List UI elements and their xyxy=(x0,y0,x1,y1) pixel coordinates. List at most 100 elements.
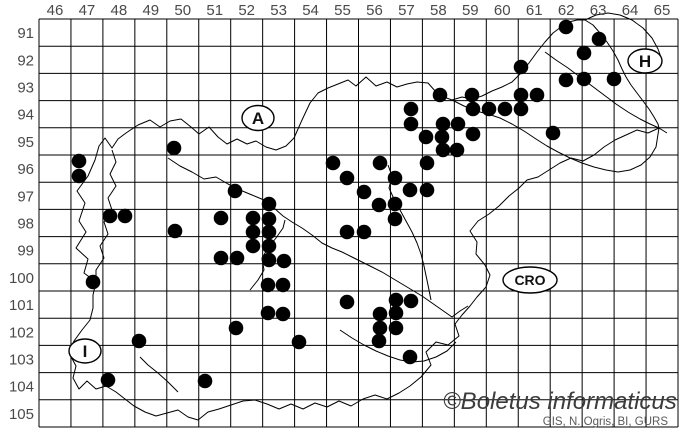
row-label: 104 xyxy=(9,379,34,396)
grid-tick-labels: 46 47 48 49 50 51 52 53 54 55 56 57 58 59 60 61 62 63 64 65… xyxy=(9,2,670,423)
occurrence-dot xyxy=(513,59,529,75)
occurrence-dot xyxy=(167,223,183,239)
occurrence-dot xyxy=(261,211,277,227)
column-label: 59 xyxy=(462,2,479,19)
occurrence-dot xyxy=(261,196,277,212)
occurrence-dot xyxy=(465,101,481,117)
column-label: 53 xyxy=(270,2,287,19)
row-label: 101 xyxy=(9,297,34,314)
row-label: 94 xyxy=(17,107,34,124)
occurrence-dot xyxy=(403,293,419,309)
occurrence-dot xyxy=(402,182,418,198)
occurrence-dot xyxy=(261,224,277,240)
occurrence-dot xyxy=(591,31,607,47)
row-label: 100 xyxy=(9,270,34,287)
occurrence-dot xyxy=(435,142,451,158)
occurrence-dot xyxy=(388,292,404,308)
occurrence-dot xyxy=(432,87,448,103)
occurrence-dot xyxy=(229,250,245,266)
column-label: 61 xyxy=(526,2,543,19)
occurrence-dot xyxy=(117,208,133,224)
row-label: 99 xyxy=(17,243,34,260)
occurrence-dot xyxy=(403,116,419,132)
column-label: 64 xyxy=(622,2,639,19)
occurrence-dot xyxy=(166,140,182,156)
occurrence-dot xyxy=(402,349,418,365)
map-outline-and-rivers xyxy=(68,12,668,421)
occurrence-dot xyxy=(71,153,87,169)
country-border xyxy=(68,19,660,421)
row-label: 96 xyxy=(17,161,34,178)
occurrence-dot xyxy=(260,305,276,321)
row-label: 98 xyxy=(17,216,34,233)
occurrence-dot xyxy=(529,87,545,103)
occurrence-dot xyxy=(513,101,529,117)
row-label: 95 xyxy=(17,134,34,151)
copyright-text: ©Boletus informaticus xyxy=(443,388,677,415)
occurrence-dot xyxy=(261,252,277,268)
occurrence-dot xyxy=(325,155,341,171)
occurrence-dot xyxy=(371,333,387,349)
occurrence-dot xyxy=(434,129,450,145)
river-line xyxy=(339,329,457,363)
occurrence-dot xyxy=(497,101,513,117)
column-label: 55 xyxy=(334,2,351,19)
column-label: 57 xyxy=(398,2,415,19)
column-label: 56 xyxy=(366,2,383,19)
occurrence-dot xyxy=(558,72,574,88)
occurrence-dot xyxy=(481,101,497,117)
column-label: 49 xyxy=(142,2,159,19)
column-label: 51 xyxy=(206,2,223,19)
river-line xyxy=(139,356,179,393)
column-label: 60 xyxy=(494,2,511,19)
occurrence-dot xyxy=(261,238,277,254)
occurrence-dot xyxy=(372,320,388,336)
country-labels: A H CRO I xyxy=(68,48,663,364)
occurrence-dot xyxy=(545,125,561,141)
column-label: 63 xyxy=(590,2,607,19)
grid-lines xyxy=(38,18,679,428)
country-label-text: CRO xyxy=(514,272,545,288)
occurrence-dot xyxy=(387,196,403,212)
occurrence-dot xyxy=(100,372,116,388)
occurrence-dot xyxy=(371,197,387,213)
country-label-ellipse xyxy=(68,338,102,364)
column-label: 65 xyxy=(654,2,671,19)
column-label: 54 xyxy=(302,2,319,19)
country-label-ellipse xyxy=(502,266,558,294)
column-label: 47 xyxy=(79,2,96,19)
row-label: 93 xyxy=(17,80,34,97)
occurrence-dot xyxy=(131,333,147,349)
occurrence-dot xyxy=(197,373,213,389)
occurrence-dot xyxy=(245,224,261,240)
river-line xyxy=(167,157,469,318)
occurrence-dot xyxy=(558,19,574,35)
occurrence-dot xyxy=(372,306,388,322)
column-label: 62 xyxy=(558,2,575,19)
occurrence-dot xyxy=(227,183,243,199)
occurrence-dot xyxy=(372,155,388,171)
river-line xyxy=(544,51,668,134)
row-label: 97 xyxy=(17,188,34,205)
column-label: 46 xyxy=(47,2,64,19)
country-label-ellipse xyxy=(627,48,663,74)
occurrence-dot xyxy=(513,87,529,103)
occurrence-dot xyxy=(388,305,404,321)
occurrence-dot xyxy=(465,126,481,142)
row-label: 91 xyxy=(17,25,34,42)
occurrence-dot xyxy=(228,320,244,336)
occurrence-dot xyxy=(85,274,101,290)
river-line xyxy=(387,164,432,301)
occurrence-dot xyxy=(403,101,419,117)
column-label: 58 xyxy=(430,2,447,19)
occurrence-dot xyxy=(213,250,229,266)
occurrence-dot xyxy=(435,116,451,132)
occurrence-dot xyxy=(275,306,291,322)
occurrence-dot xyxy=(576,45,592,61)
column-label: 52 xyxy=(238,2,255,19)
occurrence-dot xyxy=(419,182,435,198)
occurrence-dot xyxy=(464,87,480,103)
river-line xyxy=(249,219,286,291)
